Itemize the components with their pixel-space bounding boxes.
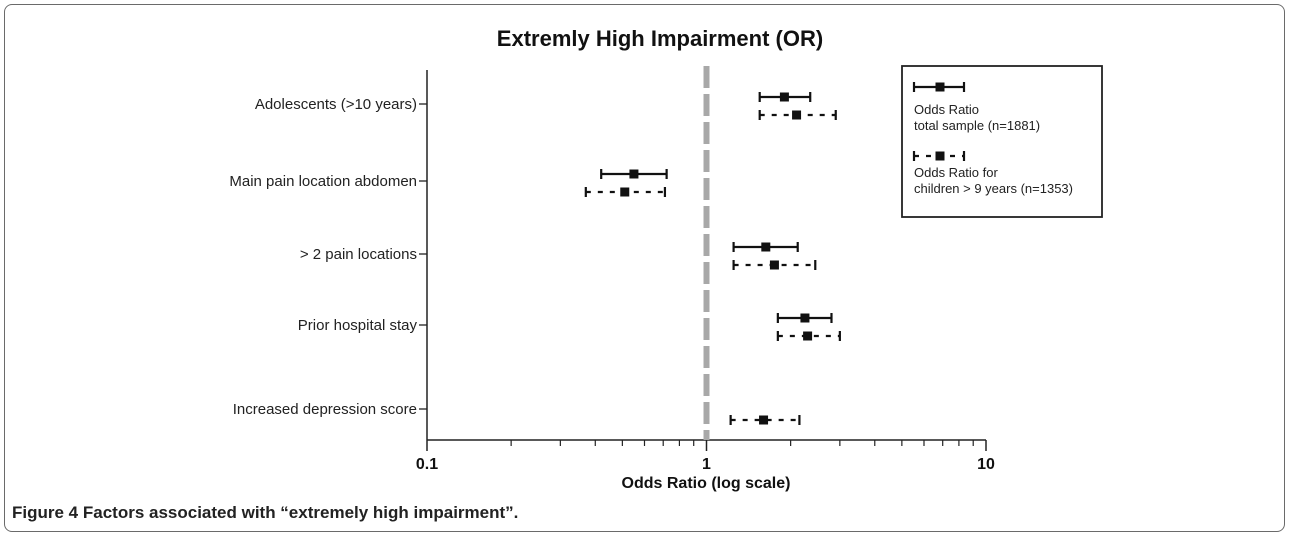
data-marks [584,92,841,425]
caption-label: Figure 4 [12,503,79,522]
category-label: > 2 pain locations [300,246,417,263]
solid-point [761,242,771,252]
dotted-point [759,415,769,425]
x-tick-label: 1 [702,456,711,473]
caption-text: Factors associated with “extremely high … [82,503,519,522]
category-label: Main pain location abdomen [229,173,417,190]
dotted-point [620,187,630,197]
legend-box [901,65,1103,218]
legend-label-solid-line2: total sample (n=1881) [914,118,1040,133]
category-label: Adolescents (>10 years) [255,96,417,113]
x-tick-label: 0.1 [416,456,438,473]
legend-symbol-solid [912,82,966,92]
x-tick-label: 10 [977,456,995,473]
category-label: Prior hospital stay [298,317,418,334]
legend-label-dotted-line1: Odds Ratio for [914,165,998,180]
legend-dotted-point [935,151,945,161]
legend-symbol-dotted [912,151,966,161]
forest-plot: Extremly High Impairment (OR) 0.1 1 10 Ado… [229,26,1103,492]
category-label: Increased depression score [233,401,417,418]
legend-label-dotted-line2: children > 9 years (n=1353) [914,181,1073,196]
legend-label-solid-line1: Odds Ratio [914,102,979,117]
dotted-point [792,110,802,120]
solid-point [779,92,789,102]
solid-point [800,313,810,323]
chart-title: Extremly High Impairment (OR) [497,26,823,51]
dotted-point [769,260,779,270]
figure-caption: Figure 4 Factors associated with “extrem… [12,503,518,523]
x-major-ticks: 0.1 1 10 [416,440,995,473]
legend: Odds Ratio total sample (n=1881) Odds Ra… [901,65,1103,218]
figure-frame [4,4,1285,532]
legend-solid-point [935,82,945,92]
dotted-point [803,331,813,341]
category-labels: Adolescents (>10 years) Main pain locatio… [229,96,427,418]
solid-point [629,169,639,179]
x-minor-ticks [510,440,974,446]
x-axis-label: Odds Ratio (log scale) [622,475,791,492]
